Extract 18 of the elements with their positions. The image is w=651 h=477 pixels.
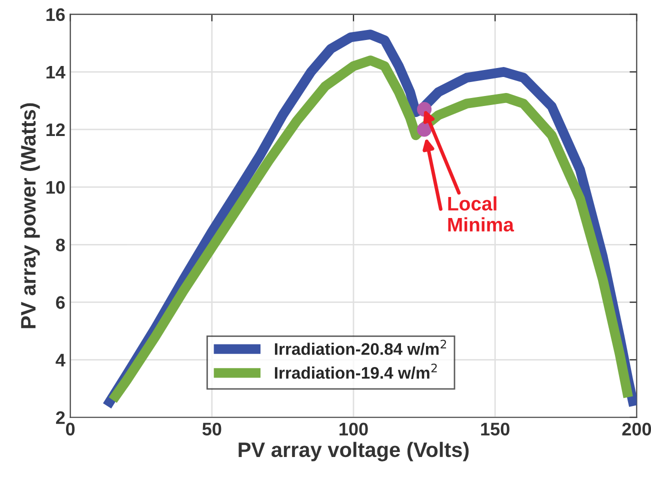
y-tick-label: 2 [56,411,65,424]
annotation: Local Minima [448,196,514,232]
x-tick-label: 100 [340,422,368,436]
x-tick-label: 200 [622,422,651,436]
y-tick-label: 16 [46,8,65,22]
x-tick-label: 50 [202,422,222,436]
x-axis-title: PV array voltage (Volts) [238,442,469,462]
y-tick-label: 10 [46,180,65,194]
y-axis-title: PV array power (Watts) [20,103,40,328]
y-tick-label: 6 [56,296,65,309]
y-tick-label: 8 [56,238,65,252]
y-tick-label: 14 [46,66,66,78]
x-tick-label: 0 [66,422,75,436]
x-tick-label: 150 [481,422,510,436]
y-tick-label: 4 [56,354,66,366]
legend-label: Irradiation-20.84 w/m$^{2}$ [274,340,446,356]
legend-label: Irradiation-19.4 w/m$^{2}$ [274,364,437,379]
y-tick-label: 12 [46,123,65,136]
